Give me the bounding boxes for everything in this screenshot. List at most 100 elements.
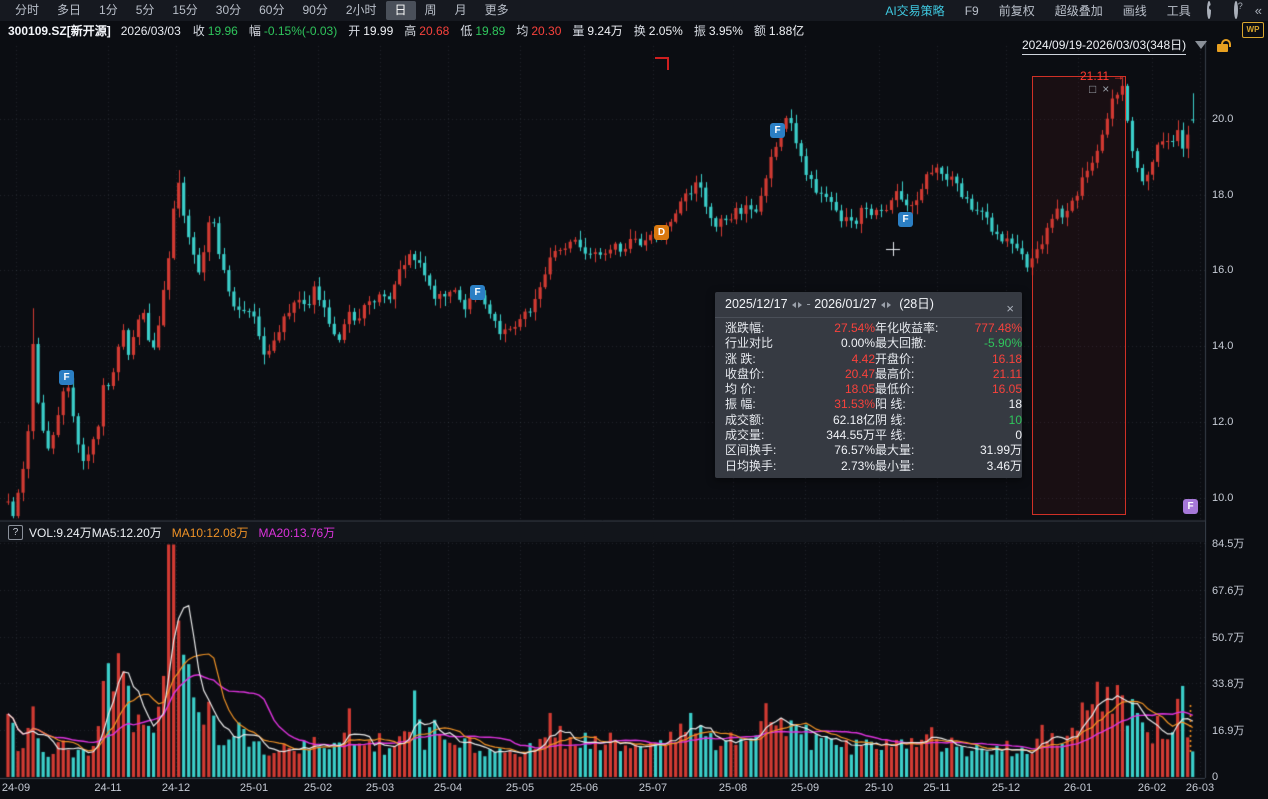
toolbar-item-AI交易策略[interactable]: AI交易策略 bbox=[885, 4, 945, 18]
timeframe-tab-分时[interactable]: 分时 bbox=[15, 3, 40, 17]
volume-axis-tick: 16.9万 bbox=[1212, 725, 1245, 738]
timeframe-tabs: 分时 多日 1分 5分 15分 30分 60分 90分 2小时日周 月 更多 bbox=[0, 0, 518, 21]
timeframe-tab-5分[interactable]: 5分 bbox=[135, 3, 155, 17]
volume-axis-tick: 67.6万 bbox=[1212, 584, 1245, 597]
x-axis-label: 25-03 bbox=[365, 782, 395, 794]
popup-stat-label: 日均换手: bbox=[725, 458, 777, 473]
volume-axis-tick: 50.7万 bbox=[1212, 631, 1245, 644]
quote-field-换: 换 2.05% bbox=[634, 24, 683, 38]
quote-field-value: 19.96 bbox=[207, 24, 238, 38]
selection-box-controls[interactable]: □× bbox=[1089, 82, 1115, 96]
marker-badge-F[interactable]: F bbox=[1183, 499, 1198, 514]
quote-field-value: 19.99 bbox=[363, 24, 394, 38]
popup-stat-label: 最高价: bbox=[875, 366, 915, 381]
toolbar-item-前复权[interactable]: 前复权 bbox=[998, 4, 1035, 18]
timeframe-tab-30分[interactable]: 30分 bbox=[215, 3, 242, 17]
timeframe-tab-1分[interactable]: 1分 bbox=[99, 3, 118, 17]
popup-stat-value: 18.05 bbox=[844, 382, 875, 397]
chevron-down-icon[interactable] bbox=[1195, 41, 1208, 49]
marker-badge-D[interactable]: D bbox=[654, 225, 669, 240]
quote-field-量: 量 9.24万 bbox=[572, 24, 622, 38]
selection-box[interactable] bbox=[1032, 76, 1126, 515]
timeframe-tab-日[interactable]: 日 bbox=[385, 1, 416, 20]
popup-stat-value: 62.18亿 bbox=[832, 412, 875, 427]
x-axis-label: 25-07 bbox=[638, 782, 668, 794]
x-axis-label: 26-02 bbox=[1137, 782, 1167, 794]
popup-stat-value: 0 bbox=[1015, 428, 1022, 443]
x-axis-label: 24-12 bbox=[161, 782, 191, 794]
popup-stat-label: 区间换手: bbox=[725, 443, 777, 458]
top-toolbar: 分时 多日 1分 5分 15分 30分 60分 90分 2小时日周 月 更多 AI交易策略 F9 前复权… bbox=[0, 0, 1268, 21]
resize-icon[interactable]: □ bbox=[1089, 82, 1103, 96]
quote-field-value: 1.88亿 bbox=[768, 24, 805, 38]
collapse-icon[interactable]: « bbox=[1254, 3, 1262, 18]
popup-stat-value: 27.54% bbox=[834, 321, 875, 335]
volume-axis-tick: 33.8万 bbox=[1212, 678, 1245, 691]
toolbar-item-超级叠加[interactable]: 超级叠加 bbox=[1054, 4, 1103, 18]
date-range-selector[interactable]: 2024/09/19-2026/03/03(348日) bbox=[1022, 36, 1232, 55]
x-axis-label: 25-12 bbox=[991, 782, 1021, 794]
gear-icon[interactable] bbox=[1206, 1, 1222, 19]
popup-stat-value: -5.90% bbox=[983, 336, 1022, 351]
popup-end-date: 2026/01/27 bbox=[814, 297, 877, 311]
timeframe-tab-15分[interactable]: 15分 bbox=[172, 3, 198, 17]
quote-field-label: 换 bbox=[633, 24, 646, 38]
toolbar-item-工具[interactable]: 工具 bbox=[1166, 4, 1191, 18]
popup-stat-label: 年化收益率: bbox=[875, 321, 939, 335]
date-range-label[interactable]: 2024/09/19-2026/03/03(348日) bbox=[1022, 36, 1187, 55]
quote-field-振: 振 3.95% bbox=[694, 24, 743, 38]
vol-value: VOL:9.24万 bbox=[29, 525, 92, 540]
quote-field-幅: 幅 -0.15%(-0.03) bbox=[249, 24, 337, 38]
drawing-corner-bracket bbox=[655, 57, 669, 70]
popup-stat-label: 最大回撤: bbox=[875, 336, 927, 351]
unlock-icon[interactable] bbox=[1217, 38, 1232, 52]
marker-badge-F[interactable]: F bbox=[470, 285, 485, 300]
wp-window-icon[interactable]: WP bbox=[1242, 22, 1264, 38]
popup-close-icon[interactable]: × bbox=[1006, 301, 1014, 316]
volume-axis-tick: 0 bbox=[1212, 771, 1219, 783]
marker-badge-F[interactable]: F bbox=[770, 123, 785, 138]
quote-field-value: 20.68 bbox=[419, 24, 450, 38]
timeframe-tab-更多[interactable]: 更多 bbox=[484, 3, 509, 17]
popup-stat-value: 10 bbox=[1008, 412, 1022, 427]
popup-stat-label: 收盘价: bbox=[725, 366, 765, 381]
quote-field-value: 3.95% bbox=[708, 24, 743, 38]
timeframe-tab-多日[interactable]: 多日 bbox=[57, 3, 82, 17]
timeframe-tab-60分[interactable]: 60分 bbox=[259, 3, 285, 17]
timeframe-tab-90分[interactable]: 90分 bbox=[302, 3, 328, 17]
popup-title[interactable]: 2025/12/17 - 2026/01/27 (28日) × bbox=[715, 292, 1022, 318]
help-icon[interactable]: ? bbox=[1233, 1, 1249, 19]
step-back-icon[interactable] bbox=[881, 302, 886, 308]
step-back-icon[interactable] bbox=[792, 302, 797, 308]
x-axis-label: 25-06 bbox=[569, 782, 599, 794]
quote-field-额: 额 1.88亿 bbox=[754, 24, 804, 38]
x-axis-label: 25-09 bbox=[790, 782, 820, 794]
price-axis-tick: 14.0 bbox=[1212, 340, 1234, 353]
x-axis-label: 26-01 bbox=[1063, 782, 1093, 794]
popup-stat-value: 21.11 bbox=[992, 366, 1022, 381]
stock-symbol[interactable]: 300109.SZ[新开源] bbox=[8, 24, 111, 38]
popup-stat-label: 最低价: bbox=[875, 382, 915, 397]
quote-field-value: 9.24万 bbox=[587, 24, 623, 38]
x-axis-label: 26-03 bbox=[1185, 782, 1215, 794]
interval-stats-popup[interactable]: 2025/12/17 - 2026/01/27 (28日) × 涨跌幅: 27.5… bbox=[715, 292, 1022, 478]
popup-stat-value: 4.42 bbox=[851, 351, 875, 366]
step-forward-icon[interactable] bbox=[887, 302, 892, 308]
close-icon[interactable]: × bbox=[1102, 82, 1116, 96]
help-icon[interactable]: ? bbox=[8, 524, 23, 540]
ma10-value: MA10:12.08万 bbox=[171, 525, 249, 540]
stock-info-bar: 300109.SZ[新开源] 2026/03/03 收 19.96 幅 -0.15%(… bbox=[0, 21, 1268, 40]
quote-field-label: 收 bbox=[192, 24, 205, 38]
timeframe-tab-月[interactable]: 月 bbox=[454, 3, 467, 17]
timeframe-tab-周[interactable]: 周 bbox=[424, 3, 437, 17]
toolbar-item-画线[interactable]: 画线 bbox=[1122, 4, 1147, 18]
marker-badge-F[interactable]: F bbox=[59, 370, 74, 385]
popup-stat-value: 16.05 bbox=[991, 382, 1022, 397]
timeframe-tab-2小时[interactable]: 2小时 bbox=[345, 3, 377, 17]
toolbar-item-F9[interactable]: F9 bbox=[964, 3, 979, 18]
popup-stat-label: 阳 线: bbox=[875, 397, 906, 412]
step-forward-icon[interactable] bbox=[798, 302, 803, 308]
marker-badge-F[interactable]: F bbox=[898, 212, 913, 227]
